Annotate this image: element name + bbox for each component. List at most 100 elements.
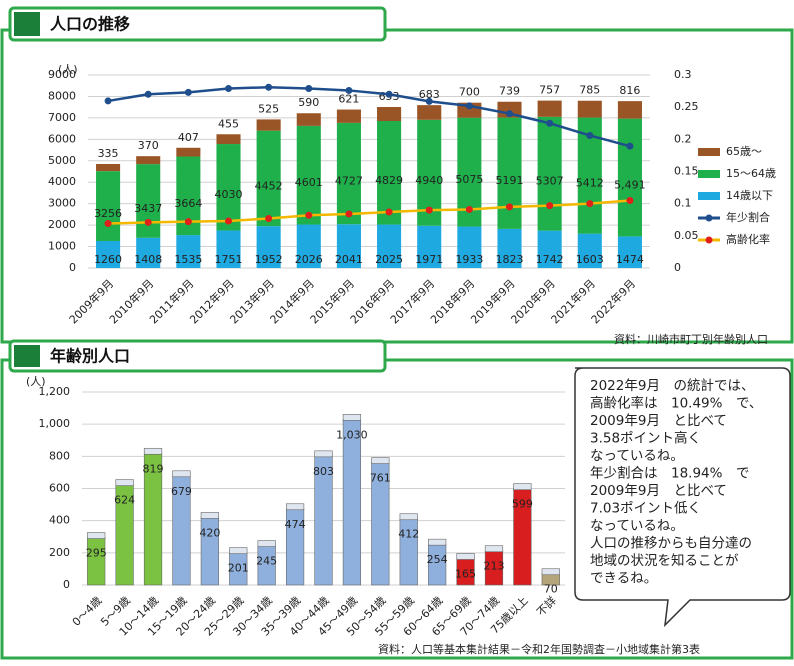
callout-text: 3.58ポイント高く — [590, 430, 701, 447]
bar-cap — [343, 414, 361, 420]
value-label: 739 — [499, 85, 520, 98]
marker — [305, 85, 312, 92]
value-label: 2041 — [335, 253, 363, 266]
value-label: 1474 — [616, 253, 644, 266]
legend-label: 年少割合 — [726, 210, 770, 224]
y2-tick-label: 0.1 — [674, 197, 692, 210]
callout-text: 2009年9月 と比べて — [590, 413, 727, 429]
y2-tick-label: 0.2 — [674, 132, 692, 145]
callout-text: 2022年9月 の統計では、 — [590, 378, 754, 394]
bar-cap — [201, 512, 219, 518]
y-tick-label: 2000 — [48, 218, 76, 231]
value-label: 819 — [143, 462, 164, 475]
value-label: 5191 — [496, 174, 524, 187]
marker — [466, 206, 473, 213]
value-label: 803 — [313, 465, 334, 478]
y-tick-label: 6000 — [48, 132, 76, 145]
value-label: 1933 — [455, 253, 483, 266]
legend-swatch — [698, 148, 720, 156]
legend-label: 65歳～ — [726, 145, 762, 158]
marker — [386, 209, 393, 216]
bar-segment — [216, 134, 240, 144]
bar-cap — [514, 484, 532, 490]
callout-text: 2009年9月 と比べて — [590, 483, 727, 499]
value-label: 757 — [539, 84, 560, 97]
y-tick-label: 5000 — [48, 154, 76, 167]
marker — [586, 132, 593, 139]
bar-cap — [457, 553, 475, 559]
callout-text: できるね。 — [590, 571, 657, 587]
source-note: 資料：川崎市町丁別年齢別人口 — [614, 332, 768, 346]
bar — [343, 419, 361, 585]
value-label: 4601 — [295, 176, 323, 189]
y-tick-label: 1,200 — [39, 385, 71, 398]
marker — [145, 219, 152, 226]
page: 人口の推移 年齢別人口 (人) (人) 資料：川崎市町丁別年齢別人口 資料：人口… — [0, 0, 794, 662]
value-label: 1,030 — [336, 428, 368, 441]
legend-marker — [706, 237, 713, 244]
marker — [586, 200, 593, 207]
bar-segment — [96, 171, 120, 241]
marker — [426, 98, 433, 105]
value-label: 2025 — [375, 253, 403, 266]
bar-cap — [372, 458, 390, 464]
callout-text: なっているね。 — [590, 518, 684, 534]
bar-segment — [377, 107, 401, 121]
legend-label: 高齢化率 — [726, 232, 770, 246]
bar-segment — [257, 119, 281, 130]
bar-segment — [538, 117, 562, 231]
value-label: 407 — [178, 131, 199, 144]
marker — [546, 202, 553, 209]
value-label: 4829 — [375, 174, 403, 187]
y-tick-label: 0 — [69, 261, 76, 274]
marker — [626, 143, 633, 150]
marker — [506, 110, 513, 117]
y-tick-label: 3000 — [48, 197, 76, 210]
value-label: 1751 — [215, 253, 243, 266]
bar-cap — [87, 533, 105, 539]
callout-text: 7.03ポイント低く — [590, 501, 701, 517]
value-label: 4727 — [335, 175, 363, 188]
value-label: 621 — [338, 93, 359, 106]
value-label: 474 — [285, 518, 306, 531]
value-label: 816 — [619, 84, 640, 97]
legend-swatch — [698, 170, 720, 178]
y-tick-label: 8000 — [48, 89, 76, 102]
y-tick-label: 400 — [49, 514, 70, 527]
bar-segment — [578, 101, 602, 118]
value-label: 213 — [483, 560, 504, 573]
value-label: 1971 — [415, 253, 443, 266]
bar-segment — [136, 164, 160, 238]
value-label: 420 — [199, 526, 220, 539]
y2-tick-label: 0.05 — [674, 229, 699, 242]
value-label: 412 — [398, 528, 419, 541]
marker — [145, 91, 152, 98]
y-tick-label: 1,000 — [39, 417, 71, 430]
callout-text: 高齢化率は 10.49% で、 — [590, 395, 762, 412]
marker — [225, 218, 232, 225]
value-label: 590 — [298, 96, 319, 109]
bar-segment — [497, 118, 521, 229]
bar-segment — [176, 148, 200, 157]
value-label: 679 — [171, 485, 192, 498]
marker — [225, 85, 232, 92]
marker — [626, 197, 633, 204]
bar-cap — [400, 514, 418, 520]
value-label: 700 — [459, 86, 480, 99]
marker — [185, 218, 192, 225]
value-label: 4940 — [415, 174, 443, 187]
value-label: 455 — [218, 117, 239, 130]
value-label: 761 — [370, 472, 391, 485]
marker — [345, 87, 352, 94]
y-tick-label: 9000 — [48, 68, 76, 81]
legend-swatch — [698, 192, 720, 200]
value-label: 3664 — [174, 197, 202, 210]
value-label: 165 — [455, 567, 476, 580]
marker — [265, 215, 272, 222]
header-tab — [14, 345, 40, 367]
value-label: 295 — [86, 547, 107, 560]
x-tick-label: 不詳 — [534, 593, 559, 618]
y2-tick-label: 0.15 — [674, 165, 699, 178]
value-label: 5075 — [455, 173, 483, 186]
callout-text: 人口の推移からも自分達の — [590, 536, 752, 552]
